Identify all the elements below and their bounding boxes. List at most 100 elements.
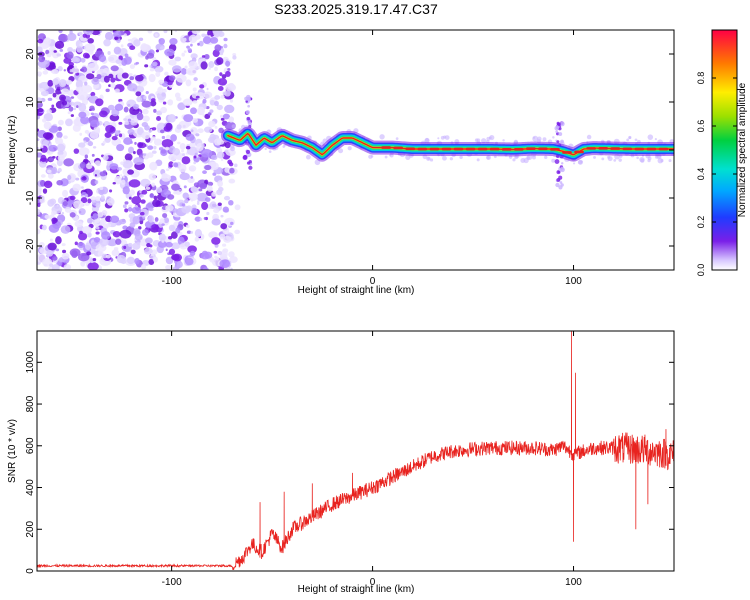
noise-speckle xyxy=(139,211,145,216)
noise-speckle xyxy=(47,242,57,251)
noise-speckle xyxy=(220,117,225,121)
snr-y-tick-label: 600 xyxy=(25,437,36,454)
noise-speckle xyxy=(94,173,98,177)
noise-speckle xyxy=(69,69,73,73)
ridge-halo-speckle xyxy=(578,159,584,165)
disturbance-speckle xyxy=(242,154,248,160)
noise-speckle xyxy=(187,245,197,254)
noise-speckle xyxy=(156,91,167,101)
noise-speckle xyxy=(144,64,149,68)
noise-speckle xyxy=(91,77,100,85)
noise-speckle xyxy=(193,77,198,82)
noise-speckle xyxy=(48,157,54,162)
noise-speckle xyxy=(48,224,60,233)
noise-speckle xyxy=(51,50,60,59)
noise-speckle xyxy=(40,145,44,149)
ridge-halo-speckle xyxy=(634,138,638,142)
ridge-halo-speckle xyxy=(282,145,286,148)
ridge-halo-speckle xyxy=(474,138,479,142)
noise-speckle xyxy=(129,64,135,70)
noise-speckle xyxy=(140,199,146,204)
noise-speckle xyxy=(228,116,235,123)
noise-speckle xyxy=(161,223,165,226)
noise-speckle xyxy=(136,112,144,121)
noise-speckle xyxy=(44,214,51,220)
noise-speckle xyxy=(153,256,158,263)
noise-speckle xyxy=(224,90,231,97)
noise-speckle xyxy=(159,218,165,225)
noise-speckle xyxy=(71,67,80,74)
colorbar-label: Normalized spectral amplitude xyxy=(737,82,748,217)
noise-speckle xyxy=(159,46,165,50)
noise-speckle xyxy=(160,106,168,114)
noise-speckle xyxy=(214,100,219,107)
noise-speckle xyxy=(204,197,211,202)
noise-speckle xyxy=(124,121,130,126)
noise-speckle xyxy=(103,75,110,83)
noise-speckle xyxy=(150,98,156,102)
colorbar-ticks: 0.0 0.2 0.4 0.6 0.8 xyxy=(696,72,737,277)
noise-speckle xyxy=(165,248,168,252)
spectrogram-x-tick-label: 100 xyxy=(565,276,582,287)
noise-speckle xyxy=(217,78,228,86)
noise-speckle xyxy=(80,57,86,63)
noise-speckle xyxy=(181,67,187,75)
noise-speckle xyxy=(124,153,133,162)
noise-speckle xyxy=(90,91,96,97)
noise-speckle xyxy=(150,100,157,107)
noise-speckle xyxy=(155,187,163,194)
noise-speckle xyxy=(171,242,181,250)
noise-speckle xyxy=(87,38,94,44)
ridge-halo-speckle xyxy=(481,138,487,144)
noise-speckle xyxy=(127,207,133,212)
ridge-halo-speckle xyxy=(347,146,352,151)
ridge-halo-speckle xyxy=(384,155,388,159)
noise-speckle xyxy=(55,88,61,95)
noise-speckle xyxy=(126,256,135,265)
colorbar-tick-label: 0.0 xyxy=(696,264,706,277)
noise-speckle xyxy=(51,104,55,108)
noise-speckle xyxy=(139,216,143,222)
noise-speckle xyxy=(228,178,236,184)
ridge-halo-speckle xyxy=(542,137,547,142)
noise-speckle xyxy=(153,145,157,150)
spectrogram-y-tick-label: 10 xyxy=(25,96,36,108)
noise-speckle xyxy=(165,204,174,212)
noise-speckle xyxy=(196,202,200,205)
noise-speckle xyxy=(214,95,221,100)
noise-speckle xyxy=(118,63,122,67)
ridge-halo-speckle xyxy=(264,147,267,151)
noise-speckle xyxy=(49,198,57,205)
noise-speckle xyxy=(128,179,141,188)
noise-speckle xyxy=(65,118,73,127)
noise-speckle xyxy=(154,217,159,222)
noise-speckle xyxy=(177,141,181,145)
noise-speckle xyxy=(60,88,70,95)
noise-speckle xyxy=(128,196,132,200)
noise-speckle xyxy=(79,230,83,235)
disturbance-speckle xyxy=(245,100,248,103)
noise-speckle xyxy=(190,186,198,193)
noise-speckle xyxy=(185,67,197,76)
noise-speckle xyxy=(192,118,198,123)
noise-speckle xyxy=(151,127,157,131)
noise-speckle xyxy=(130,249,136,255)
noise-speckle xyxy=(98,54,107,63)
noise-speckle xyxy=(197,106,205,116)
noise-speckle xyxy=(151,182,155,187)
noise-speckle xyxy=(171,65,182,73)
spectrogram-x-tick-label: -100 xyxy=(162,276,182,287)
noise-speckle xyxy=(60,178,69,187)
noise-speckle xyxy=(146,52,155,59)
noise-speckle xyxy=(202,114,205,117)
noise-speckle xyxy=(217,251,223,256)
noise-speckle xyxy=(202,170,207,175)
noise-speckle xyxy=(55,236,62,245)
noise-speckle xyxy=(51,68,59,75)
ridge-halo-speckle xyxy=(379,134,385,140)
noise-speckle xyxy=(151,136,156,141)
noise-speckle xyxy=(69,54,73,59)
noise-speckle xyxy=(206,185,213,192)
noise-speckle xyxy=(71,56,79,63)
noise-speckle xyxy=(84,129,90,134)
